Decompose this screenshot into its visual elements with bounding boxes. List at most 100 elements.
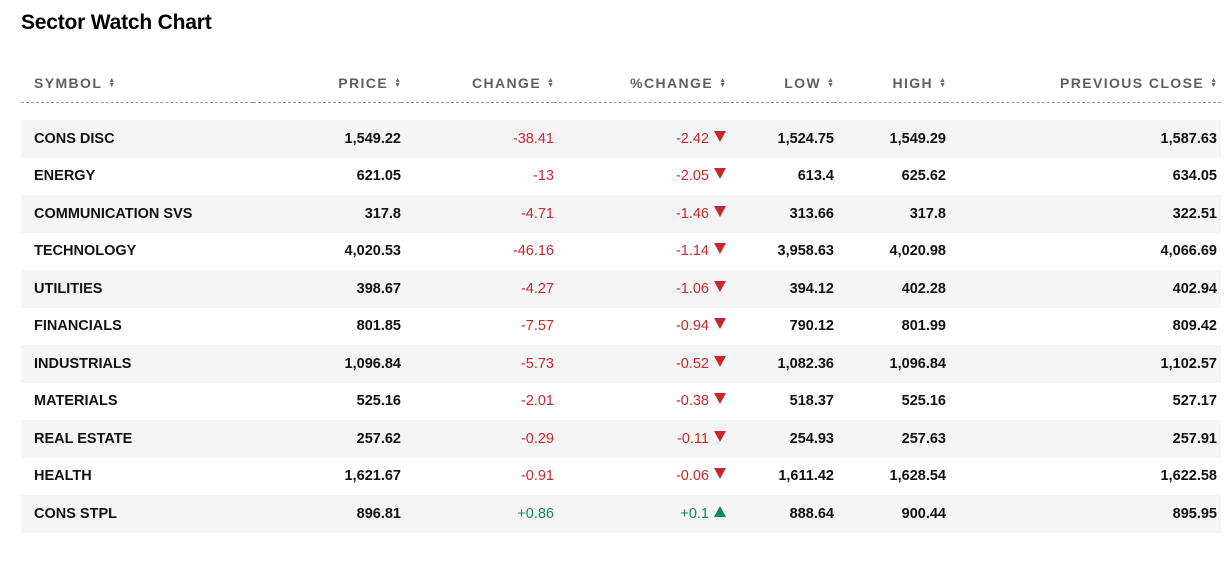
symbol-link[interactable]: ENERGY: [34, 168, 96, 185]
cell-change: -38.41: [401, 120, 554, 158]
symbol-link[interactable]: REAL ESTATE: [34, 430, 133, 447]
cell-symbol[interactable]: MATERIALS: [21, 382, 253, 420]
cell-value: -1.46: [675, 205, 709, 222]
cell-symbol[interactable]: UTILITIES: [21, 270, 253, 308]
cell-change: -0.29: [401, 420, 554, 458]
sort-updown-icon[interactable]: ▲ ▼: [827, 77, 834, 89]
symbol-link[interactable]: TECHNOLOGY: [34, 243, 137, 260]
cell-value: 254.93: [789, 430, 834, 447]
table-row[interactable]: TECHNOLOGY 4,020.53 -46.16 -1.14 3,958.63 4,0…: [21, 232, 1221, 270]
cell-symbol[interactable]: HEALTH: [21, 457, 253, 495]
table-row[interactable]: COMMUNICATION SVS 317.8 -4.71 -1.46 313.66 31…: [21, 195, 1221, 233]
table-row[interactable]: FINANCIALS 801.85 -7.57 -0.94 790.12 801.99 80…: [21, 307, 1221, 345]
symbol-link[interactable]: FINANCIALS: [34, 318, 122, 335]
cell-symbol[interactable]: CONS STPL: [21, 495, 253, 533]
column-header-prev-close[interactable]: PREVIOUS CLOSE ▲ ▼: [946, 64, 1221, 103]
sort-updown-icon[interactable]: ▲ ▼: [547, 77, 554, 89]
cell-value: 621.05: [356, 168, 401, 185]
cell-symbol[interactable]: CONS DISC: [21, 120, 253, 158]
cell-change: -46.16: [401, 232, 554, 270]
column-header-change[interactable]: CHANGE ▲ ▼: [401, 64, 554, 103]
table-row[interactable]: HEALTH 1,621.67 -0.91 -0.06 1,611.42 1,628.54…: [21, 457, 1221, 495]
cell-symbol[interactable]: FINANCIALS: [21, 307, 253, 345]
cell-value: -2.05: [675, 168, 709, 185]
column-header-low[interactable]: LOW ▲ ▼: [726, 64, 834, 103]
cell-high: 402.28: [834, 270, 946, 308]
cell-change: -2.01: [401, 382, 554, 420]
cell-value: 801.85: [356, 318, 401, 335]
cell-value: 1,621.67: [344, 468, 401, 485]
table-row[interactable]: MATERIALS 525.16 -2.01 -0.38 518.37 525.16 527…: [21, 382, 1221, 420]
symbol-link[interactable]: CONS DISC: [34, 130, 115, 147]
cell-prev-close: 895.95: [946, 495, 1221, 533]
cell-symbol[interactable]: ENERGY: [21, 157, 253, 195]
cell-value: 257.62: [356, 430, 401, 447]
cell-value: 525.16: [356, 393, 401, 410]
cell-symbol[interactable]: COMMUNICATION SVS: [21, 195, 253, 233]
column-header-symbol[interactable]: SYMBOL ▲ ▼: [21, 64, 253, 103]
cell-value: -0.06: [675, 468, 709, 485]
symbol-link[interactable]: UTILITIES: [34, 280, 103, 297]
cell-value: 1,611.42: [778, 468, 834, 485]
cell-value: 1,524.75: [777, 130, 834, 147]
cell-change: -4.27: [401, 270, 554, 308]
symbol-link[interactable]: MATERIALS: [34, 393, 118, 410]
table-row[interactable]: REAL ESTATE 257.62 -0.29 -0.11 254.93 257.63 2…: [21, 420, 1221, 458]
sort-updown-icon[interactable]: ▲ ▼: [939, 77, 946, 89]
sort-updown-icon[interactable]: ▲ ▼: [394, 77, 401, 89]
cell-symbol[interactable]: TECHNOLOGY: [21, 232, 253, 270]
cell-value: -4.71: [520, 205, 554, 222]
cell-value: 257.63: [901, 430, 946, 447]
cell-value: 4,020.53: [344, 243, 401, 260]
cell-price: 398.67: [253, 270, 401, 308]
column-header-price[interactable]: PRICE ▲ ▼: [253, 64, 401, 103]
cell-value: -2.01: [520, 393, 554, 410]
arrow-down-icon: [714, 168, 726, 180]
cell-price: 525.16: [253, 382, 401, 420]
column-header-label: PREVIOUS CLOSE: [1059, 75, 1205, 91]
cell-low: 1,524.75: [726, 120, 834, 158]
table-row[interactable]: UTILITIES 398.67 -4.27 -1.06 394.12 402.28 402…: [21, 270, 1221, 308]
cell-value: 398.67: [356, 280, 401, 297]
sort-updown-icon[interactable]: ▲ ▼: [1210, 77, 1217, 89]
cell-value: 257.91: [1172, 430, 1217, 447]
cell-value: 1,096.84: [344, 355, 401, 372]
sort-updown-icon[interactable]: ▲ ▼: [108, 77, 116, 89]
table-row[interactable]: ENERGY 621.05 -13 -2.05 613.4 625.62 634.05: [21, 157, 1221, 195]
cell-high: 1,628.54: [834, 457, 946, 495]
table-body: CONS DISC 1,549.22 -38.41 -2.42 1,524.75 1,54…: [21, 103, 1221, 533]
cell-low: 613.4: [726, 157, 834, 195]
cell-value: 895.95: [1172, 505, 1217, 522]
table-row[interactable]: CONS DISC 1,549.22 -38.41 -2.42 1,524.75 1,54…: [21, 120, 1221, 158]
cell-value: +0.86: [517, 505, 554, 522]
symbol-link[interactable]: COMMUNICATION SVS: [34, 205, 193, 222]
arrow-down-icon: [714, 355, 726, 367]
cell-prev-close: 4,066.69: [946, 232, 1221, 270]
table-row[interactable]: INDUSTRIALS 1,096.84 -5.73 -0.52 1,082.36 1,0…: [21, 345, 1221, 383]
arrow-down-icon: [714, 318, 726, 330]
cell-value: 809.42: [1172, 318, 1217, 335]
column-header-pct-change[interactable]: %CHANGE ▲ ▼: [554, 64, 726, 103]
symbol-link[interactable]: CONS STPL: [34, 505, 117, 522]
cell-symbol[interactable]: INDUSTRIALS: [21, 345, 253, 383]
cell-change: -4.71: [401, 195, 554, 233]
cell-price: 317.8: [253, 195, 401, 233]
cell-symbol[interactable]: REAL ESTATE: [21, 420, 253, 458]
cell-price: 257.62: [253, 420, 401, 458]
cell-value: -13: [533, 168, 554, 185]
cell-pct-change: -1.14: [554, 232, 726, 270]
cell-pct-change: -0.94: [554, 307, 726, 345]
sort-updown-icon[interactable]: ▲ ▼: [719, 77, 726, 89]
symbol-link[interactable]: INDUSTRIALS: [34, 355, 132, 372]
cell-value: 4,020.98: [889, 243, 946, 260]
column-header-high[interactable]: HIGH ▲ ▼: [834, 64, 946, 103]
cell-high: 900.44: [834, 495, 946, 533]
cell-value: 888.64: [789, 505, 834, 522]
arrow-up-icon: [714, 505, 726, 517]
table-row[interactable]: CONS STPL 896.81 +0.86 +0.1 888.64 900.44 895.…: [21, 495, 1221, 533]
cell-low: 888.64: [726, 495, 834, 533]
cell-low: 3,958.63: [726, 232, 834, 270]
cell-low: 254.93: [726, 420, 834, 458]
symbol-link[interactable]: HEALTH: [34, 468, 92, 485]
cell-value: -7.57: [520, 318, 554, 335]
